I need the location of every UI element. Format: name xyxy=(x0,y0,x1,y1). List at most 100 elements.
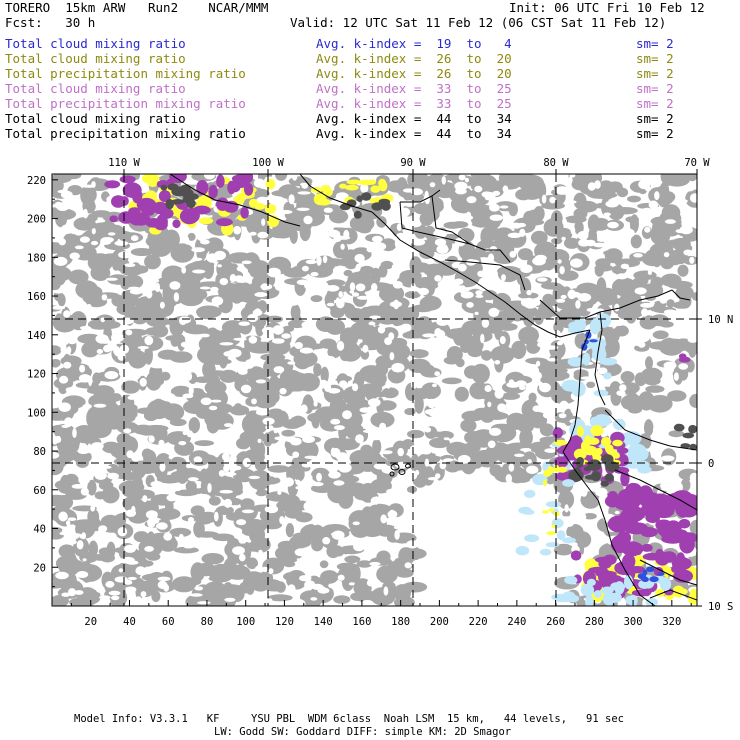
clear-gap xyxy=(224,597,236,602)
clear-gap xyxy=(155,523,167,529)
clear-gap xyxy=(360,183,369,193)
clear-gap xyxy=(568,176,573,185)
cloud-blob xyxy=(517,248,533,261)
field-avg-6: Avg. k-index = 44 to 34 xyxy=(316,126,512,141)
clear-gap xyxy=(641,308,649,317)
magenta-field xyxy=(680,493,697,506)
clear-gap xyxy=(306,554,313,563)
cloud-blob xyxy=(494,227,514,242)
cloud-blob xyxy=(620,371,635,383)
clear-gap xyxy=(664,374,670,379)
clear-gap xyxy=(504,484,513,492)
cloud-blob xyxy=(87,479,97,496)
clear-gap xyxy=(185,236,190,245)
cloud-blob xyxy=(121,471,136,481)
clear-gap xyxy=(101,465,112,469)
clear-gap xyxy=(365,569,376,577)
cloud-blob xyxy=(313,363,322,377)
clear-gap xyxy=(274,282,284,291)
clear-gap xyxy=(219,441,232,449)
cloud-blob xyxy=(87,508,100,526)
clear-gap xyxy=(304,580,316,590)
clear-gap xyxy=(534,254,547,262)
clear-gap xyxy=(288,194,295,205)
field-name-2: Total precipitation mixing ratio xyxy=(5,66,246,81)
cloud-blob xyxy=(596,180,616,201)
cloud-blob xyxy=(370,411,395,428)
dark-field xyxy=(361,192,372,201)
clear-gap xyxy=(182,224,189,235)
clear-gap xyxy=(403,200,416,207)
galapagos-island xyxy=(398,469,406,475)
cloud-blob xyxy=(91,403,105,422)
clear-gap xyxy=(648,200,659,209)
cloud-blob xyxy=(260,353,286,362)
cloud-blob xyxy=(381,313,398,325)
cloud-blob xyxy=(180,468,200,480)
clear-gap xyxy=(333,480,345,486)
clear-gap xyxy=(266,306,279,314)
cloud-blob xyxy=(562,509,571,518)
clear-gap xyxy=(186,430,194,438)
dark-field xyxy=(604,473,614,482)
longitude-label: 90 W xyxy=(400,157,426,169)
clear-gap xyxy=(67,517,77,521)
clear-gap xyxy=(689,472,697,483)
clear-gap xyxy=(412,559,422,569)
clear-gap xyxy=(63,310,71,318)
clear-gap xyxy=(569,200,577,204)
cloud-blob xyxy=(563,237,580,249)
clear-gap xyxy=(323,207,333,213)
clear-gap xyxy=(669,576,674,581)
cloud-blob xyxy=(242,542,268,552)
clear-gap xyxy=(597,238,607,242)
magenta-field xyxy=(552,427,564,439)
clear-gap xyxy=(645,186,651,192)
clear-gap xyxy=(394,247,400,253)
clear-gap xyxy=(366,579,376,587)
cloud-blob xyxy=(506,412,527,430)
cloud-blob xyxy=(286,372,311,392)
lightblue-field xyxy=(589,416,600,427)
cloud-blob xyxy=(295,512,313,523)
coastline xyxy=(594,311,606,406)
cloud-blob xyxy=(537,360,557,375)
clear-gap xyxy=(88,361,102,371)
cloud-blob xyxy=(320,366,329,384)
magenta-field xyxy=(615,534,629,546)
clear-gap xyxy=(342,410,352,420)
clear-gap xyxy=(410,221,422,228)
clear-gap xyxy=(257,231,269,239)
clear-gap xyxy=(488,602,495,606)
cloud-blob xyxy=(529,412,548,429)
clear-gap xyxy=(93,403,107,408)
cloud-blob xyxy=(342,386,366,406)
blue-field xyxy=(589,339,598,343)
clear-gap xyxy=(254,603,265,606)
lightblue-field xyxy=(595,313,612,328)
clear-gap xyxy=(331,513,343,523)
lightblue-field xyxy=(623,575,634,590)
cloud-blob xyxy=(677,264,689,277)
cloud-blob xyxy=(81,341,100,358)
clear-gap xyxy=(142,495,148,503)
clear-gap xyxy=(352,383,359,392)
clear-gap xyxy=(65,387,75,393)
clear-gap xyxy=(150,363,165,369)
cloud-blob xyxy=(675,285,694,301)
clear-gap xyxy=(121,556,135,564)
clear-gap xyxy=(76,540,84,550)
clear-gap xyxy=(572,512,587,522)
clear-gap xyxy=(190,593,203,597)
cloud-blob xyxy=(471,363,490,384)
clear-gap xyxy=(173,292,180,302)
cloud-blob xyxy=(616,187,629,198)
yellow-field xyxy=(551,524,556,528)
cloud-blob xyxy=(526,340,541,354)
cloud-blob xyxy=(689,519,697,535)
clear-gap xyxy=(545,177,557,183)
clear-gap xyxy=(261,218,266,226)
clear-gap xyxy=(433,351,444,361)
clear-gap xyxy=(484,491,497,501)
lightblue-field xyxy=(524,534,540,543)
